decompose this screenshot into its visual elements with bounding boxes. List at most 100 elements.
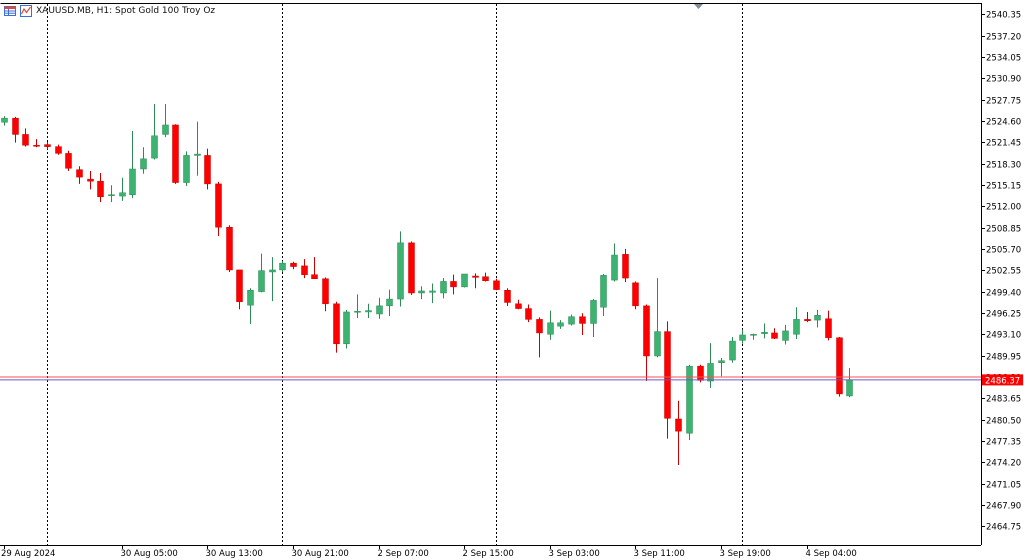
bull-candle	[718, 360, 725, 364]
bull-candle	[461, 273, 468, 288]
bull-candle	[247, 290, 254, 306]
bear-candle	[65, 153, 72, 169]
bull-candle	[108, 194, 115, 196]
time-tick-label: 3 Sep 03:00	[549, 549, 600, 559]
time-tick-label: 29 Aug 2024	[1, 549, 55, 559]
price-tick-label: 2515.15	[986, 182, 1021, 192]
price-tick-label: 2499.40	[986, 289, 1021, 299]
price-tick-label: 2489.95	[986, 353, 1021, 363]
bear-candle	[525, 308, 532, 320]
price-tick-label: 2540.35	[986, 11, 1021, 21]
price-tick-label: 2477.35	[986, 438, 1021, 448]
chart-header: XAUUSD.MB, H1: Spot Gold 100 Troy Oz	[4, 3, 215, 19]
bear-candle	[504, 290, 511, 303]
price-tick-label: 2505.70	[986, 246, 1021, 256]
bear-candle	[44, 144, 51, 147]
bull-candle	[354, 311, 361, 313]
bull-candle	[782, 330, 789, 341]
bear-candle	[236, 269, 243, 303]
bear-candle	[632, 282, 639, 307]
time-tick-label: 30 Aug 13:00	[206, 549, 263, 559]
price-tick-label: 2474.20	[986, 459, 1021, 469]
bull-candle	[397, 242, 404, 300]
bull-candle	[547, 322, 554, 335]
bear-candle	[675, 418, 682, 432]
price-tick-label: 2527.75	[986, 97, 1021, 107]
table-icon[interactable]	[4, 5, 16, 17]
bull-candle	[590, 300, 597, 324]
bull-candle	[386, 298, 393, 307]
bear-candle	[226, 227, 233, 271]
time-tick-label: 2 Sep 15:00	[463, 549, 514, 559]
bear-candle	[55, 146, 62, 154]
bull-candle	[162, 124, 169, 135]
bull-candle	[279, 262, 286, 271]
price-tick-label: 2467.90	[986, 502, 1021, 512]
price-tick-label: 2530.90	[986, 75, 1021, 85]
bear-candle	[664, 331, 671, 419]
price-tick-label: 2493.10	[986, 331, 1021, 341]
bear-candle	[97, 180, 104, 198]
price-tick-label: 2534.05	[986, 54, 1021, 64]
bull-candle	[611, 254, 618, 281]
bull-candle	[194, 153, 201, 156]
bear-candle	[836, 337, 843, 395]
price-tick-label: 2483.65	[986, 395, 1021, 405]
symbol-title: XAUUSD.MB, H1: Spot Gold 100 Troy Oz	[36, 6, 216, 16]
bear-candle	[643, 305, 650, 357]
bear-candle	[76, 169, 83, 178]
bull-candle	[365, 310, 372, 313]
bull-candle	[129, 168, 136, 195]
bull-candle	[600, 275, 607, 308]
time-tick-label: 30 Aug 21:00	[292, 549, 349, 559]
bear-candle	[622, 254, 629, 279]
bear-candle	[12, 117, 19, 135]
price-tick-label: 2480.50	[986, 417, 1021, 427]
bear-candle	[771, 332, 778, 339]
bear-candle	[215, 183, 222, 228]
price-tick-label: 2512.00	[986, 203, 1021, 213]
bull-candle	[440, 281, 447, 294]
bull-candle	[707, 363, 714, 382]
bull-candle	[376, 305, 383, 315]
chart-icon[interactable]	[20, 5, 32, 17]
price-tick-label: 2518.30	[986, 161, 1021, 171]
current-price-badge	[982, 374, 1023, 386]
bull-candle	[750, 334, 757, 336]
bull-candle	[429, 290, 436, 293]
price-tick-label: 2496.25	[986, 310, 1021, 320]
bull-candle	[119, 192, 126, 197]
bear-candle	[22, 134, 29, 146]
time-tick-label: 2 Sep 07:00	[378, 549, 429, 559]
time-tick-label: 4 Sep 04:00	[806, 549, 857, 559]
time-tick-label: 3 Sep 11:00	[634, 549, 685, 559]
bear-candle	[515, 303, 522, 309]
bear-candle	[536, 319, 543, 334]
bull-candle	[140, 158, 147, 170]
bear-candle	[408, 242, 415, 294]
price-tick-label: 2537.20	[986, 33, 1021, 43]
bear-candle	[311, 274, 318, 279]
bull-candle	[557, 322, 564, 327]
bear-candle	[172, 124, 179, 183]
bull-candle	[814, 315, 821, 321]
bull-candle	[183, 155, 190, 183]
bear-candle	[301, 265, 308, 275]
bear-candle	[204, 155, 211, 185]
bear-candle	[472, 275, 479, 278]
bull-candle	[654, 331, 661, 357]
bear-candle	[804, 319, 811, 321]
bull-candle	[793, 319, 800, 335]
bear-candle	[482, 276, 489, 282]
bull-candle	[686, 365, 693, 434]
bull-candle	[729, 340, 736, 361]
bull-candle	[418, 290, 425, 294]
price-tick-label: 2524.60	[986, 118, 1021, 128]
price-tick-label: 2508.85	[986, 225, 1021, 235]
price-tick-label: 2464.75	[986, 523, 1021, 533]
bear-candle	[825, 318, 832, 338]
bull-candle	[568, 316, 575, 325]
time-tick-label: 30 Aug 05:00	[121, 549, 178, 559]
